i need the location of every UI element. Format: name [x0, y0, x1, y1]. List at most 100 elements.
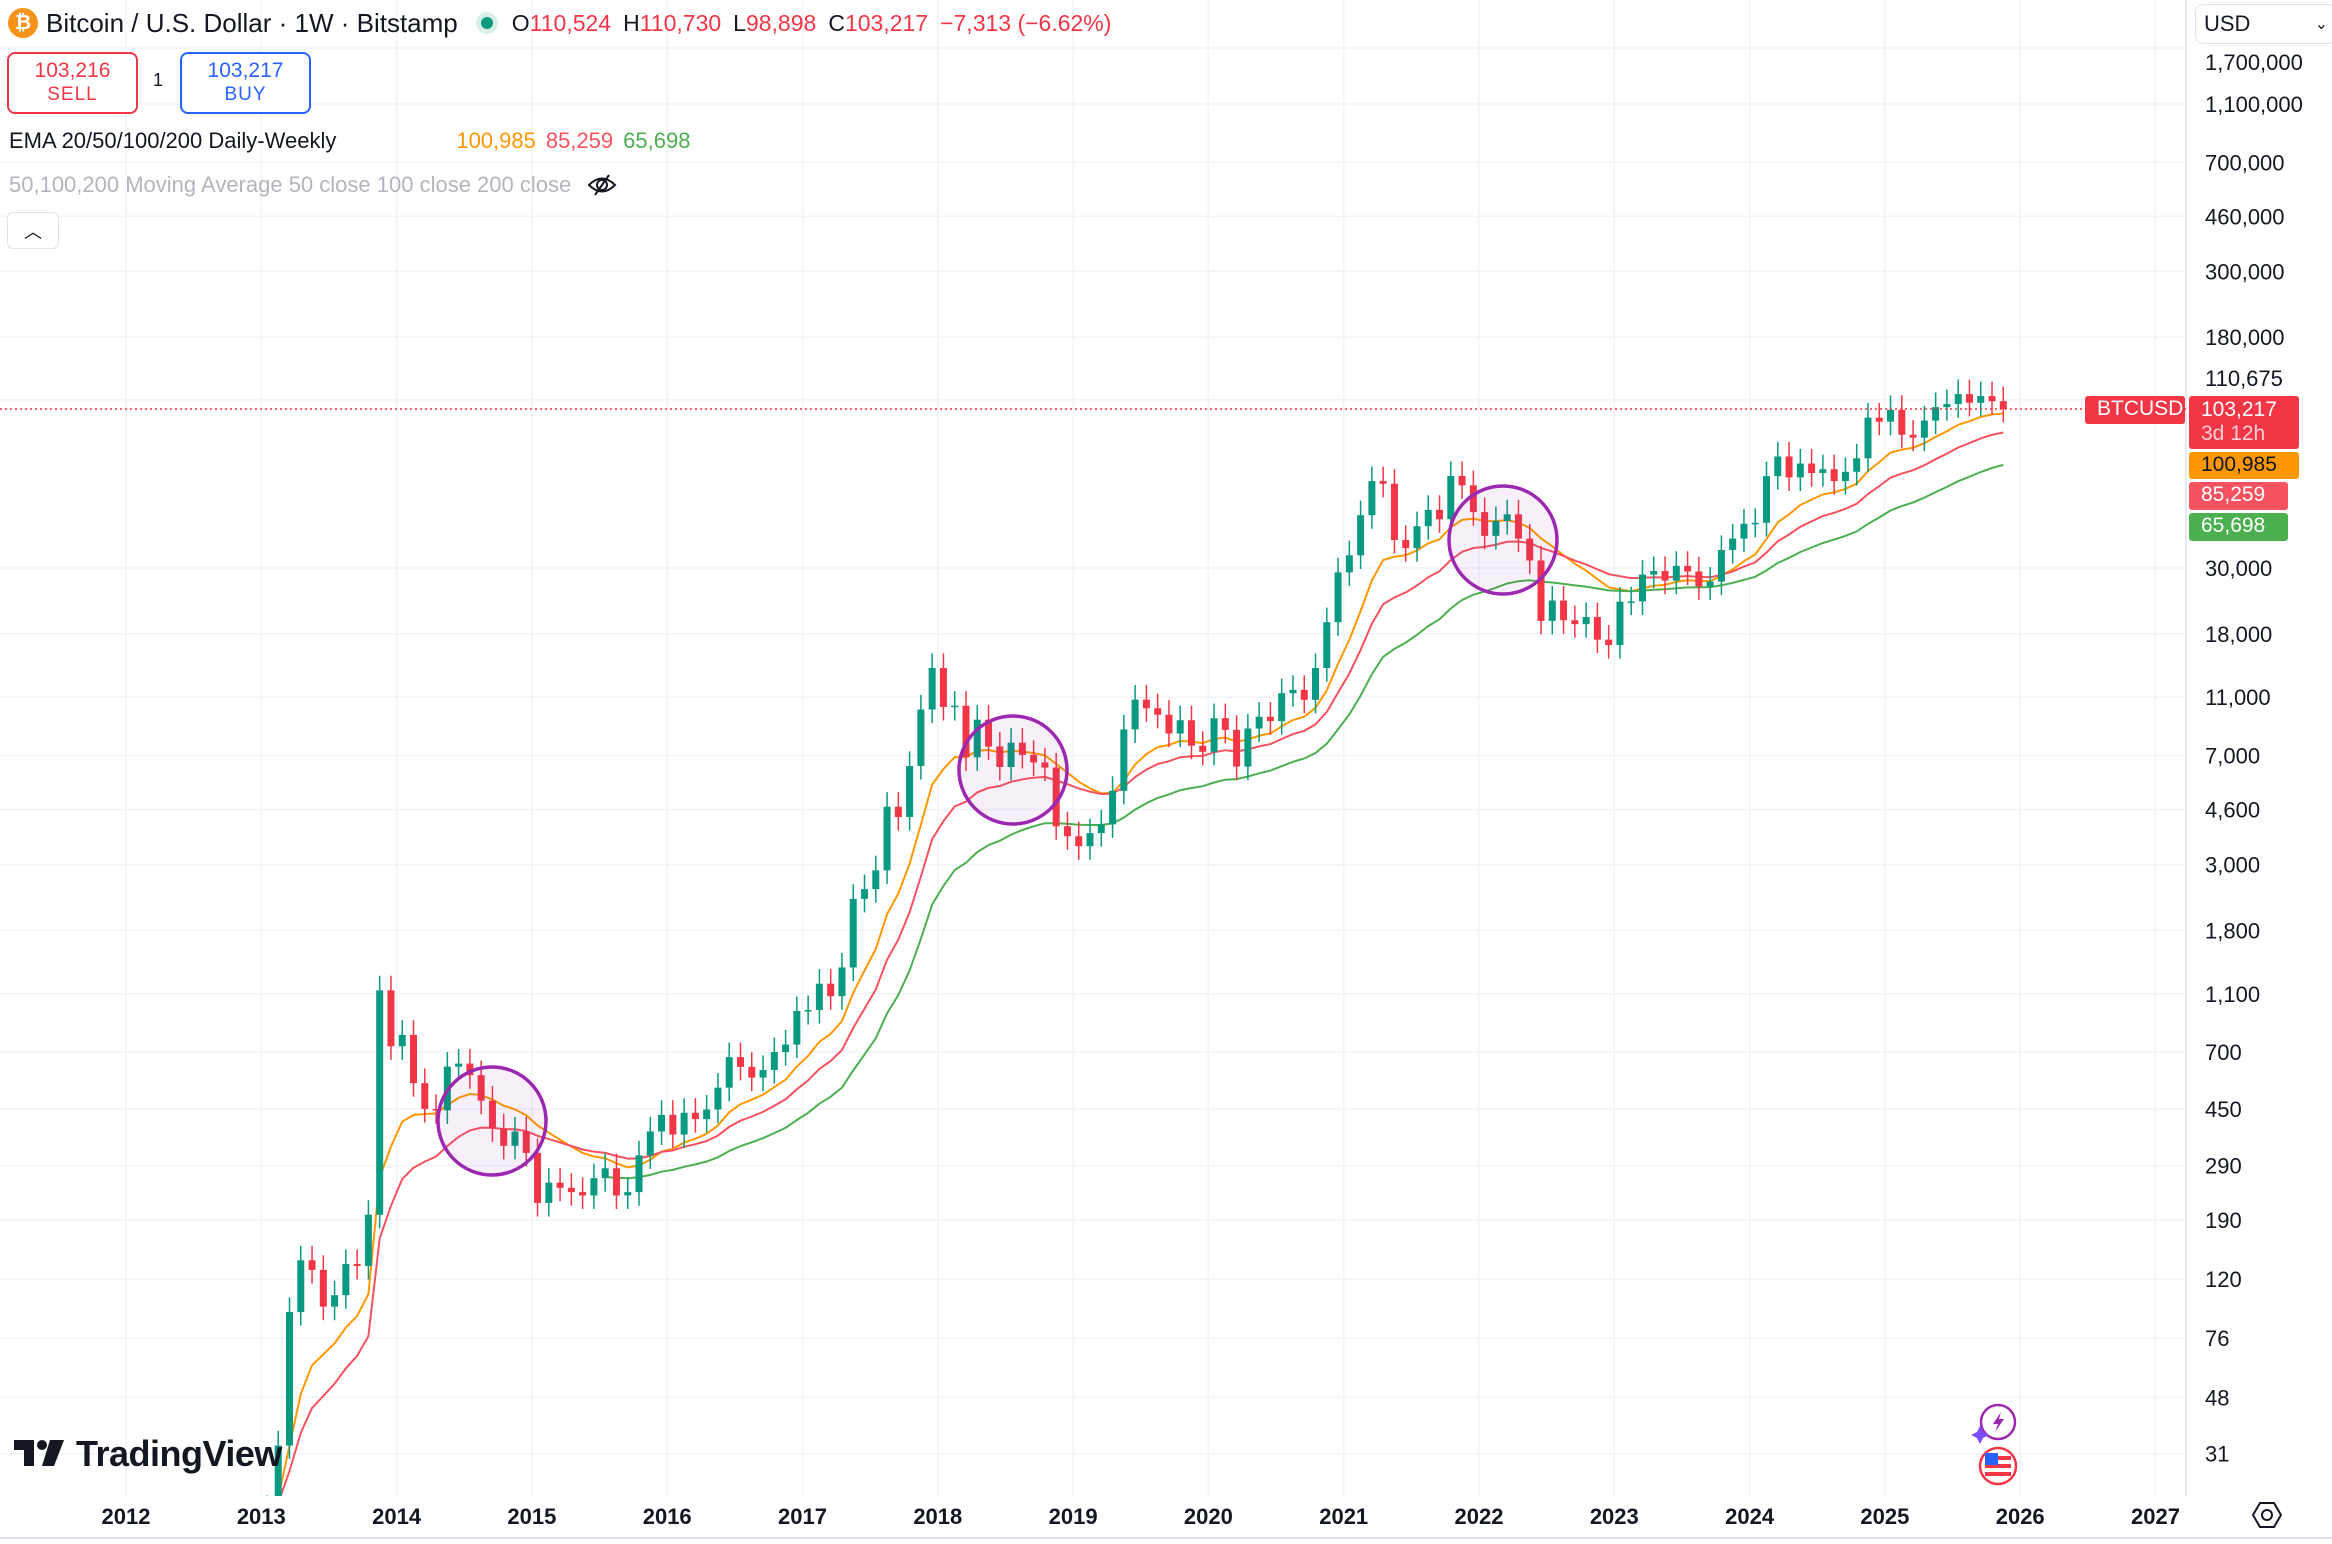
indicator-ema-legend[interactable]: EMA 20/50/100/200 Daily-Weekly 100,985 8…	[9, 128, 690, 154]
candle	[1774, 441, 1782, 490]
time-axis[interactable]: 2012 2013 2014 2015 2016 2017 2018 2019 2020 2021…	[102, 1504, 2180, 1529]
candle-body	[725, 1057, 733, 1088]
candle-body	[804, 1010, 812, 1012]
candle	[1695, 556, 1703, 601]
candle	[1458, 461, 1466, 499]
ema-slow-tag: 65,698	[2189, 513, 2288, 541]
candle-body	[1751, 522, 1759, 525]
candle-body	[1109, 790, 1117, 825]
candle	[624, 1177, 632, 1209]
candle-body	[1717, 549, 1725, 582]
eye-off-icon[interactable]	[587, 172, 617, 198]
candle	[1887, 395, 1895, 436]
candle	[1244, 713, 1252, 781]
candle-body	[1199, 745, 1207, 752]
candle-body	[1323, 622, 1331, 669]
candle-body	[1210, 718, 1218, 752]
candle	[962, 691, 970, 771]
candle	[883, 792, 891, 884]
candle-body	[1289, 689, 1297, 694]
candle	[1808, 448, 1816, 487]
sell-label: SELL	[47, 84, 98, 105]
candle-body	[951, 705, 959, 708]
candle-body	[973, 719, 981, 758]
annotation-circle-2014[interactable]	[436, 1065, 548, 1177]
candle-body	[1875, 417, 1883, 422]
candle-body	[488, 1100, 496, 1129]
candle	[1672, 551, 1680, 595]
annotation-circle-2018[interactable]	[957, 714, 1069, 826]
candle	[579, 1177, 587, 1209]
candle-body	[1221, 718, 1229, 730]
low-value: 98,898	[745, 9, 817, 36]
candle-body	[838, 967, 846, 997]
candle	[1729, 523, 1737, 564]
tradingview-logo[interactable]: TradingView	[12, 1433, 282, 1475]
annotation-circle-2022[interactable]	[1447, 484, 1559, 596]
buy-label: BUY	[224, 84, 267, 105]
tradingview-logo-text: TradingView	[76, 1433, 282, 1474]
candle-body	[1627, 601, 1635, 603]
ai-flash-icon[interactable]	[1971, 1403, 2017, 1444]
candle-body	[1864, 417, 1872, 459]
candle-body	[1920, 420, 1928, 438]
candle-body	[1706, 581, 1714, 587]
last-price-tag: 103,217 3d 12h	[2189, 396, 2299, 449]
price-tick-label: 4,600	[2205, 798, 2260, 823]
candle	[1537, 545, 1545, 635]
candle	[1018, 728, 1026, 769]
candle	[1853, 443, 1861, 486]
candle	[376, 975, 384, 1229]
candle-body	[1988, 396, 1996, 402]
candle	[1740, 509, 1748, 553]
candle-body	[1255, 716, 1263, 729]
candle-body	[297, 1260, 305, 1313]
symbol-legend: ₿ Bitcoin / U.S. Dollar · 1W · Bitstamp …	[8, 6, 1123, 40]
indicator-ma-legend[interactable]: 50,100,200 Moving Average 50 close 100 c…	[9, 172, 617, 198]
time-tick-label: 2018	[913, 1504, 962, 1529]
price-axis[interactable]: 1,700,000 1,100,000 700,000 460,000 300,000 1…	[2205, 50, 2303, 1467]
candle	[759, 1055, 767, 1092]
candle-body	[827, 983, 835, 997]
bitcoin-icon: ₿	[8, 8, 38, 38]
candle	[996, 731, 1004, 781]
candle-body	[1729, 538, 1737, 550]
candle	[1943, 389, 1951, 421]
candle-body	[646, 1131, 654, 1156]
candle-body	[1187, 720, 1195, 746]
ema-fast-value: 100,985	[456, 128, 536, 153]
symbol-title[interactable]: Bitcoin / U.S. Dollar · 1W · Bitstamp	[46, 7, 458, 38]
sell-button[interactable]: 103,216 SELL	[7, 52, 138, 114]
settings-icon[interactable]	[2252, 1500, 2282, 1530]
candle-body	[522, 1131, 530, 1153]
candle	[1763, 461, 1771, 537]
chevron-up-icon: ︿	[24, 221, 42, 242]
candle	[770, 1037, 778, 1084]
candle	[827, 969, 835, 1010]
candle-body	[906, 765, 914, 818]
candle-body	[1041, 762, 1049, 768]
candle-body	[1853, 458, 1861, 472]
candle-body	[1977, 396, 1985, 403]
candle-body	[1763, 476, 1771, 523]
candle	[466, 1049, 474, 1089]
candle	[1638, 560, 1646, 615]
buy-button[interactable]: 103,217 BUY	[180, 52, 311, 114]
candle-body	[274, 1445, 282, 1496]
candle	[669, 1100, 677, 1149]
candle	[736, 1042, 744, 1081]
candle-body	[308, 1260, 316, 1270]
collapse-legend-button[interactable]: ︿	[7, 212, 59, 249]
us-flag-event-icon[interactable]	[1978, 1446, 2018, 1486]
close-value: 103,217	[844, 9, 929, 36]
change-value: −7,313 (−6.62%)	[940, 9, 1112, 36]
candle-body	[410, 1034, 418, 1084]
currency-select[interactable]: USD ⌄	[2195, 4, 2332, 44]
candle	[511, 1116, 519, 1160]
candle-body	[691, 1112, 699, 1120]
candle	[1909, 420, 1917, 452]
candle-body	[1165, 714, 1173, 734]
sell-price: 103,216	[34, 59, 111, 82]
candle	[488, 1086, 496, 1142]
